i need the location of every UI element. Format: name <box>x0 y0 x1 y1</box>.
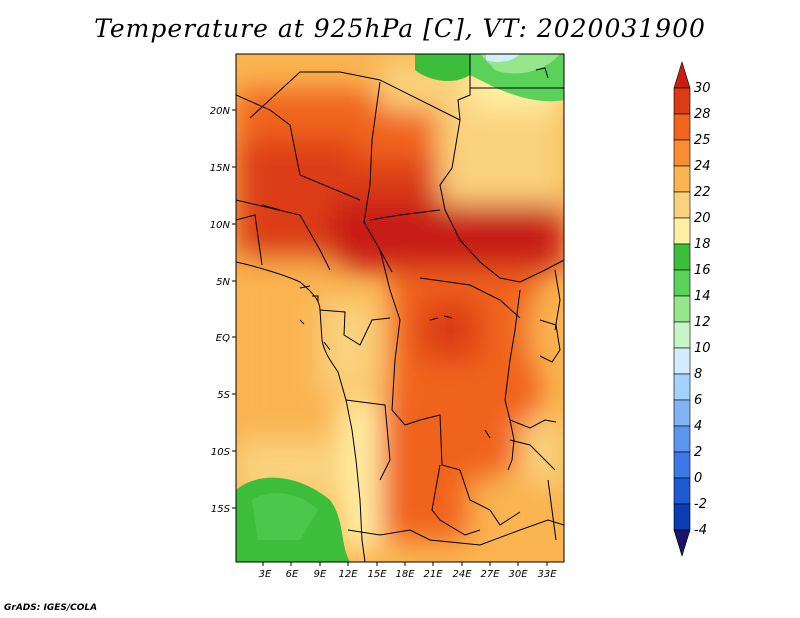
lat-tick: 5S <box>217 390 230 401</box>
colorbar-swatch <box>673 373 691 401</box>
lat-tick: 15S <box>211 504 231 515</box>
lat-tick: EQ <box>216 333 230 344</box>
lon-tick: 30E <box>508 569 528 580</box>
lon-tick: 9E <box>314 569 327 580</box>
colorbar-swatch <box>673 60 691 89</box>
colorbar-label: 10 <box>694 341 711 356</box>
lat-tick: 5N <box>216 277 230 288</box>
colorbar-swatch <box>673 347 691 375</box>
colorbar-swatch <box>673 87 691 115</box>
colorbar-label: 25 <box>694 133 711 148</box>
lon-tick: 18E <box>395 569 415 580</box>
colorbar-swatch <box>673 321 691 349</box>
lon-tick: 6E <box>286 569 299 580</box>
lat-tick: 10S <box>211 447 231 458</box>
colorbar-swatch <box>673 529 691 558</box>
colorbar-swatch <box>673 191 691 219</box>
colorbar-label: -4 <box>694 523 707 538</box>
colorbar-label: 2 <box>694 445 702 460</box>
colorbar-swatch <box>673 269 691 297</box>
colorbar-swatch <box>673 295 691 323</box>
grads-credit: GrADS: IGES/COLA <box>4 603 98 613</box>
colorbar-swatch <box>673 113 691 141</box>
colorbar-label: 0 <box>694 471 702 486</box>
lat-tick: 20N <box>210 106 231 117</box>
colorbar-swatch <box>673 217 691 245</box>
map-title: Temperature at 925hPa [C], VT: 202003190… <box>94 14 706 43</box>
lat-tick: 10N <box>210 220 231 231</box>
colorbar-label: 30 <box>694 81 711 96</box>
colorbar-swatch <box>673 425 691 453</box>
colorbar-label: 6 <box>694 393 702 408</box>
colorbar-label: 16 <box>694 263 711 278</box>
lon-tick: 24E <box>452 569 472 580</box>
colorbar-label: 28 <box>694 107 711 122</box>
colorbar-label: 22 <box>694 185 711 200</box>
map-frame <box>235 53 565 563</box>
colorbar-label: 8 <box>694 367 702 382</box>
lon-tick: 21E <box>423 569 443 580</box>
colorbar-swatch <box>673 451 691 479</box>
colorbar-label: 4 <box>694 419 702 434</box>
colorbar-swatch <box>673 139 691 167</box>
colorbar-label: 14 <box>694 289 711 304</box>
colorbar-swatch <box>673 165 691 193</box>
lat-tick: 15N <box>210 163 231 174</box>
lon-tick: 27E <box>480 569 500 580</box>
colorbar-label: 20 <box>694 211 711 226</box>
colorbar-swatch <box>673 399 691 427</box>
lon-tick: 15E <box>367 569 387 580</box>
colorbar-label: 18 <box>694 237 711 252</box>
lon-tick: 33E <box>537 569 557 580</box>
colorbar-swatch <box>673 503 691 531</box>
colorbar-swatch <box>673 243 691 271</box>
lon-tick: 3E <box>259 569 272 580</box>
colorbar-label: 12 <box>694 315 711 330</box>
colorbar-label: -2 <box>694 497 707 512</box>
colorbar-swatch <box>673 477 691 505</box>
lon-tick: 12E <box>338 569 358 580</box>
colorbar-label: 24 <box>694 159 711 174</box>
